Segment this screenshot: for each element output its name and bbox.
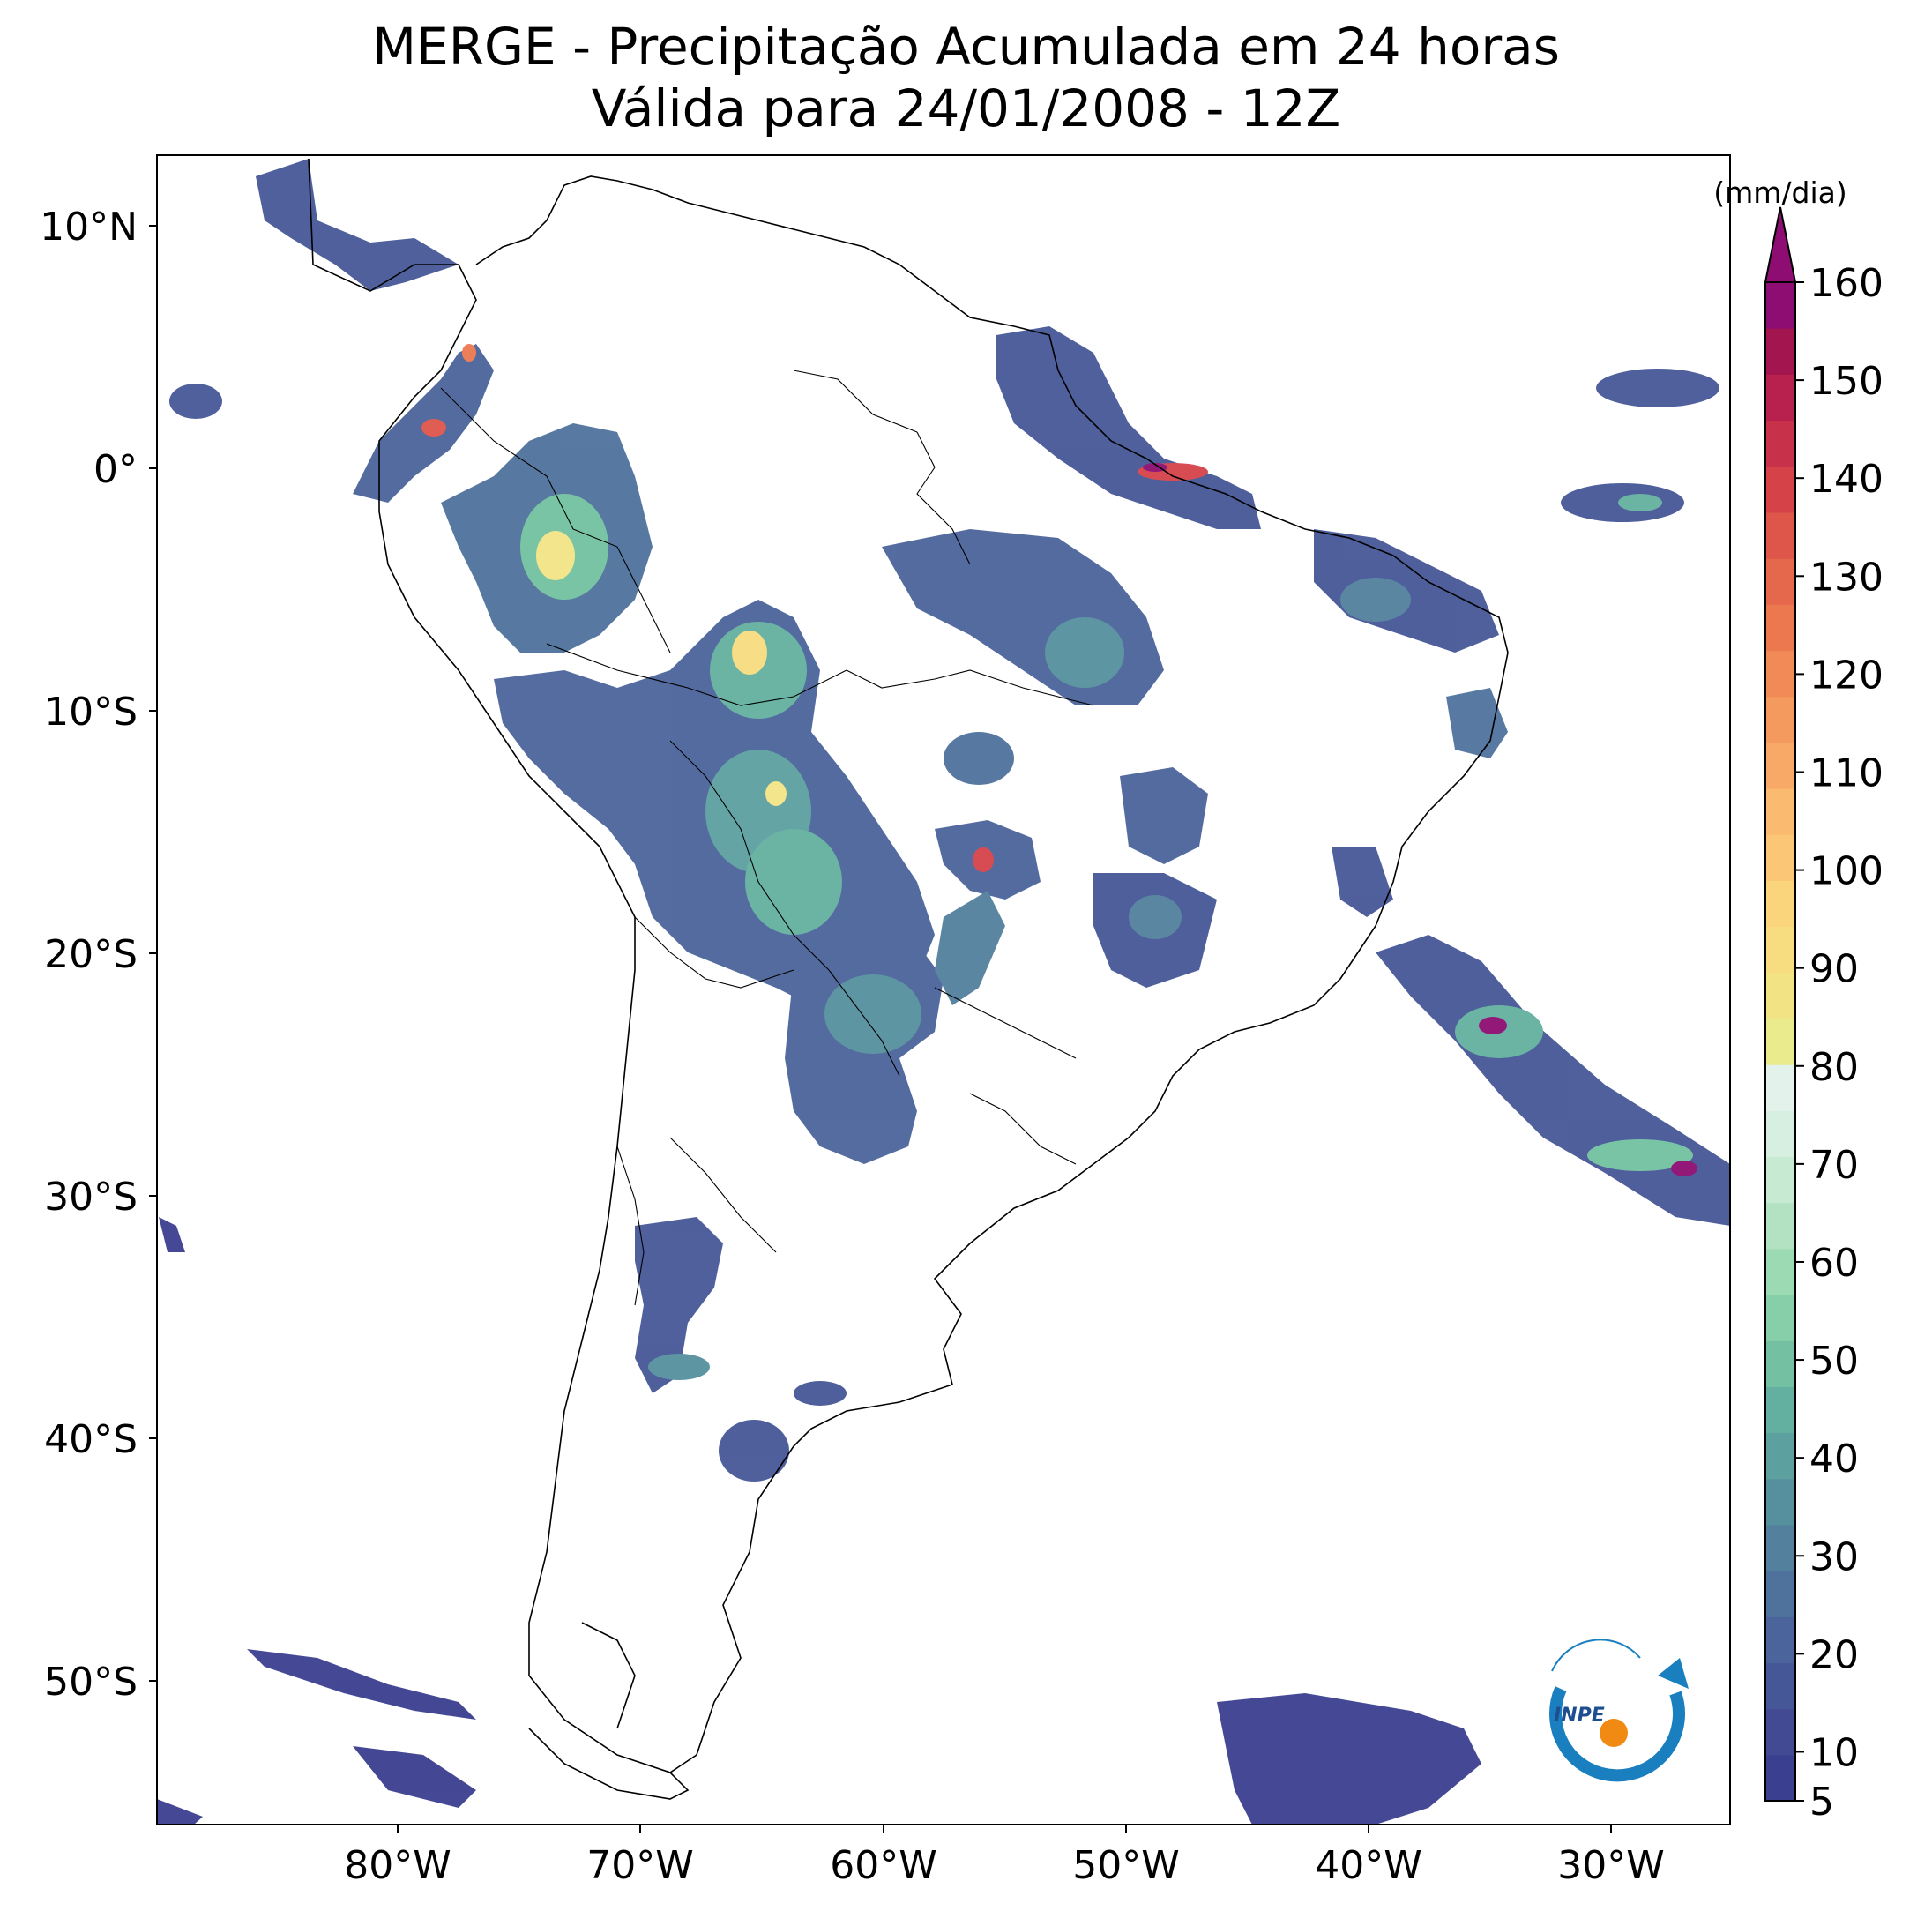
lat-tick-label: 40°S [44, 1417, 138, 1462]
colorbar-band [1765, 1386, 1795, 1434]
lon-tick-label: 60°W [830, 1843, 937, 1888]
colorbar-extend-arrow [1764, 206, 1797, 283]
lon-tick-label: 50°W [1072, 1843, 1180, 1888]
colorbar-band [1765, 1064, 1795, 1111]
colorbar-band [1765, 466, 1795, 513]
colorbar-frame [1764, 281, 1796, 1802]
colorbar-band [1765, 1156, 1795, 1204]
colorbar-tick-label: 160 [1809, 261, 1884, 306]
colorbar-tick-label: 100 [1809, 849, 1884, 894]
colorbar-band [1765, 834, 1795, 881]
title-line-1: MERGE - Precipitação Acumulada em 24 hor… [372, 17, 1560, 77]
lat-tick-label: 30°S [44, 1175, 138, 1220]
colorbar-band [1765, 1110, 1795, 1158]
colorbar-band [1765, 1571, 1795, 1617]
colorbar-tick-label: 150 [1809, 359, 1884, 404]
inpe-logo: INPE [1549, 1639, 1689, 1782]
precipitation-field [157, 159, 1730, 1825]
colorbar-band [1765, 1708, 1795, 1756]
colorbar-band [1765, 926, 1795, 974]
map-title: MERGE - Precipitação Acumulada em 24 hor… [0, 16, 1932, 139]
colorbar-band [1765, 604, 1795, 652]
colorbar-band [1765, 1018, 1795, 1065]
colorbar-band [1765, 650, 1795, 698]
colorbar-tick-label: 110 [1809, 750, 1884, 795]
colorbar-band [1765, 1616, 1795, 1664]
colorbar-band [1765, 511, 1795, 559]
colorbar-tick-label: 140 [1809, 457, 1884, 502]
colorbar-band [1765, 1662, 1795, 1710]
colorbar-tick-label: 60 [1809, 1241, 1859, 1286]
inpe-logo-text: INPE [1554, 1705, 1605, 1727]
lon-axis: 80°W 70°W 60°W 50°W 40°W 30°W [344, 1825, 1665, 1888]
colorbar-tick-label: 30 [1809, 1534, 1859, 1579]
colorbar: (mm/dia) 5 10 20 30 40 50 60 70 80 90 100 110 120 130… [1713, 175, 1884, 1825]
colorbar-tick-label: 130 [1809, 555, 1884, 600]
colorbar-tick-label: 70 [1809, 1143, 1859, 1188]
lat-tick-label: 10°N [40, 205, 138, 250]
lon-tick-label: 40°W [1315, 1843, 1422, 1888]
colorbar-band [1765, 1432, 1795, 1480]
colorbar-tick-label: 90 [1809, 947, 1859, 992]
country-borders [440, 370, 1094, 1306]
colorbar-band [1765, 1340, 1795, 1387]
colorbar-band [1765, 374, 1795, 422]
colorbar-band [1765, 972, 1795, 1019]
colorbar-band [1765, 1202, 1795, 1250]
colorbar-band [1765, 742, 1795, 789]
lon-tick-label: 70°W [586, 1843, 694, 1888]
lat-axis: 10°N 0° 10°S 20°S 30°S 40°S 50°S [40, 205, 157, 1705]
lat-tick-label: 20°S [44, 932, 138, 977]
colorbar-band [1765, 558, 1795, 605]
colorbar-tick-label: 5 [1809, 1780, 1834, 1825]
colorbar-band [1765, 420, 1795, 467]
colorbar-band [1765, 788, 1795, 835]
title-line-2: Válida para 24/01/2008 - 12Z [591, 78, 1341, 138]
colorbar-band [1765, 1295, 1795, 1341]
colorbar-ticks: 5 10 20 30 40 50 60 70 80 90 100 110 120 130 140 150 160 [1795, 261, 1884, 1825]
colorbar-band [1765, 282, 1795, 329]
colorbar-tick-label: 120 [1809, 653, 1884, 698]
colorbar-units: (mm/dia) [1713, 175, 1847, 210]
lat-tick-label: 0° [93, 447, 138, 492]
map-panel: INPE [156, 154, 1731, 1825]
colorbar-band [1765, 1524, 1795, 1571]
lat-tick-label: 50°S [44, 1660, 138, 1705]
colorbar-tick-label: 80 [1809, 1045, 1859, 1090]
colorbar-band [1765, 880, 1795, 928]
colorbar-bands [1765, 282, 1795, 1802]
colorbar-tick-label: 40 [1809, 1437, 1859, 1482]
lat-tick-label: 10°S [44, 690, 138, 735]
colorbar-band [1765, 1754, 1795, 1802]
lon-tick-label: 80°W [344, 1843, 451, 1888]
colorbar-tick-label: 20 [1809, 1632, 1859, 1677]
colorbar-tick-label: 50 [1809, 1339, 1859, 1384]
colorbar-band [1765, 696, 1795, 743]
colorbar-tick-label: 10 [1809, 1730, 1859, 1775]
colorbar-band [1765, 328, 1795, 375]
lon-tick-label: 30°W [1557, 1843, 1665, 1888]
colorbar-band [1765, 1478, 1795, 1526]
colorbar-band [1765, 1248, 1795, 1295]
